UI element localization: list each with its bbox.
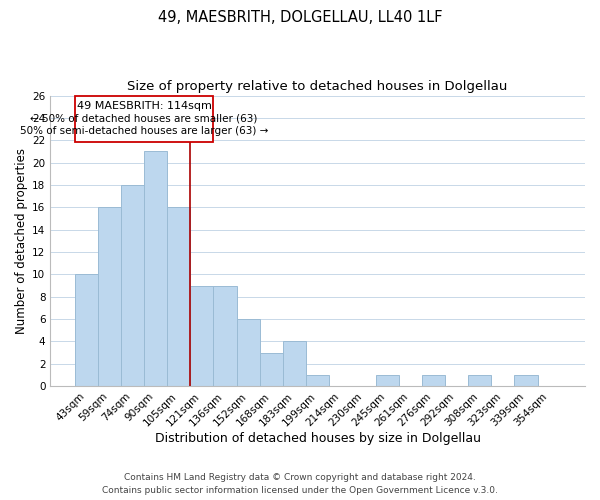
Y-axis label: Number of detached properties: Number of detached properties <box>15 148 28 334</box>
FancyBboxPatch shape <box>74 96 214 142</box>
Bar <box>121 185 144 386</box>
Bar <box>422 375 445 386</box>
Bar <box>74 274 98 386</box>
Text: 50% of semi-detached houses are larger (63) →: 50% of semi-detached houses are larger (… <box>20 126 268 136</box>
Bar <box>236 319 260 386</box>
Bar <box>167 208 190 386</box>
Bar <box>514 375 538 386</box>
Bar <box>283 342 306 386</box>
Bar <box>98 208 121 386</box>
Text: Contains HM Land Registry data © Crown copyright and database right 2024.
Contai: Contains HM Land Registry data © Crown c… <box>102 474 498 495</box>
Text: 49 MAESBRITH: 114sqm: 49 MAESBRITH: 114sqm <box>77 101 211 111</box>
Bar <box>306 375 329 386</box>
Title: Size of property relative to detached houses in Dolgellau: Size of property relative to detached ho… <box>127 80 508 93</box>
Bar <box>376 375 398 386</box>
Bar <box>260 352 283 386</box>
Text: 49, MAESBRITH, DOLGELLAU, LL40 1LF: 49, MAESBRITH, DOLGELLAU, LL40 1LF <box>158 10 442 25</box>
Bar <box>144 152 167 386</box>
Bar <box>214 286 236 386</box>
Text: ← 50% of detached houses are smaller (63): ← 50% of detached houses are smaller (63… <box>31 114 258 124</box>
X-axis label: Distribution of detached houses by size in Dolgellau: Distribution of detached houses by size … <box>155 432 481 445</box>
Bar <box>468 375 491 386</box>
Bar <box>190 286 214 386</box>
